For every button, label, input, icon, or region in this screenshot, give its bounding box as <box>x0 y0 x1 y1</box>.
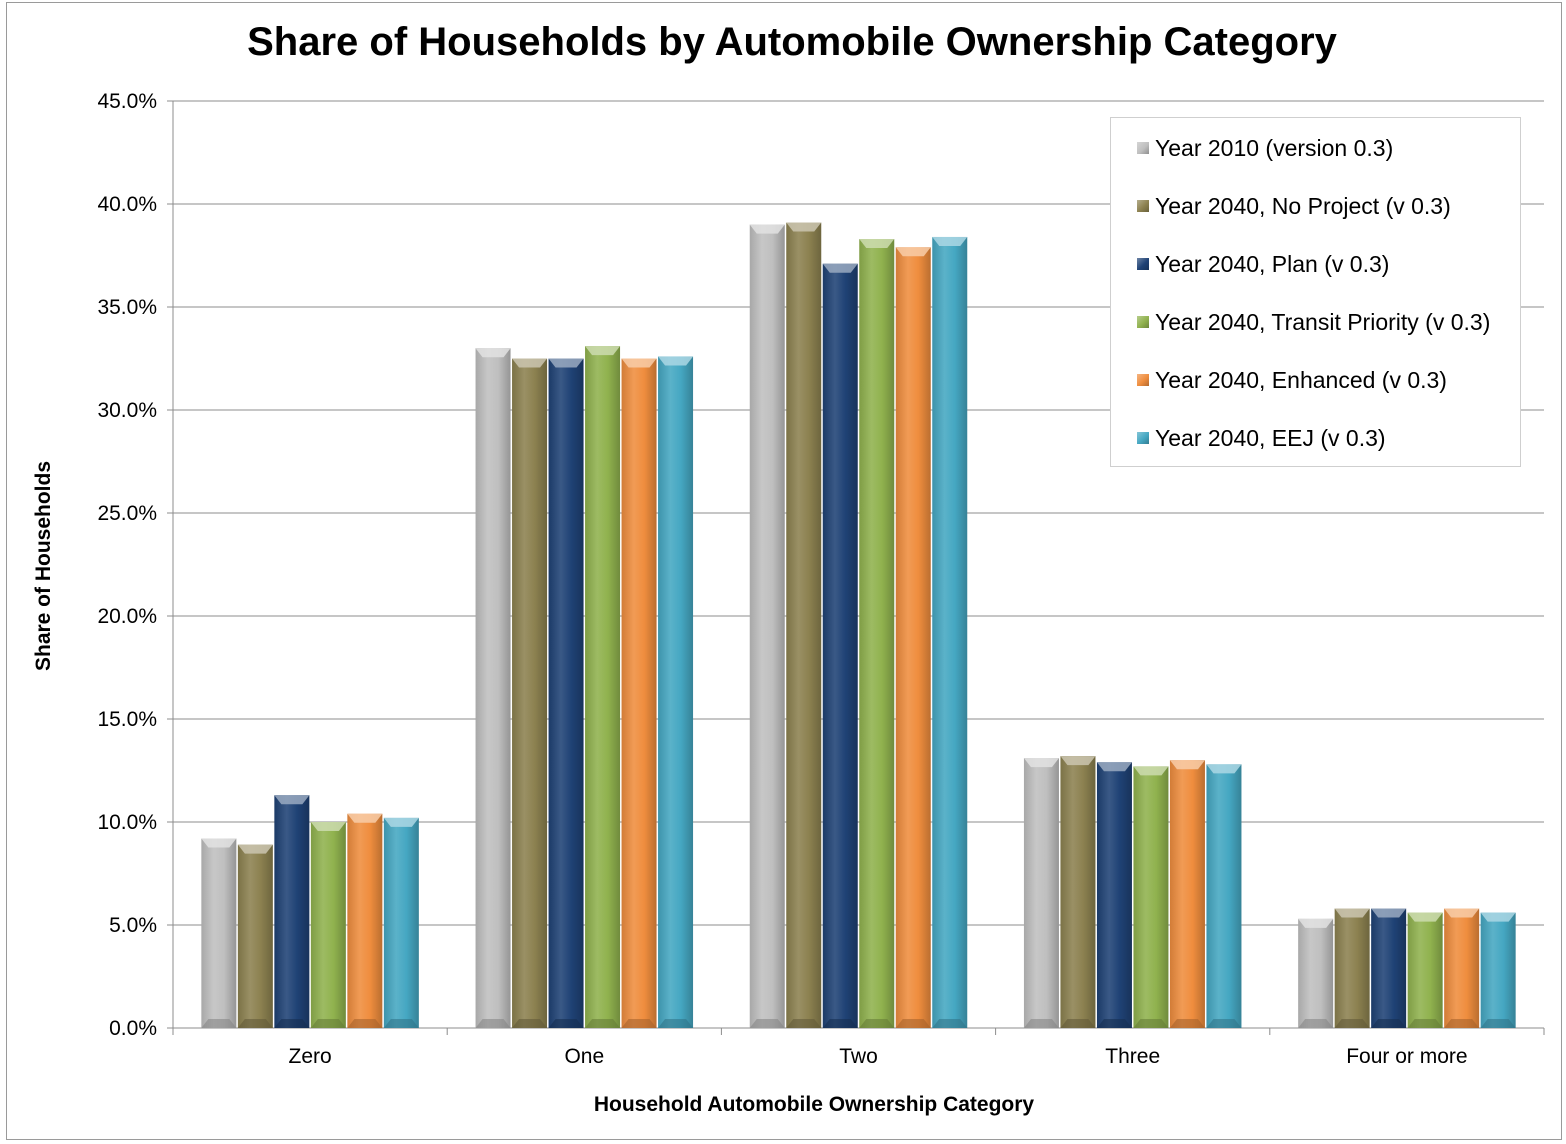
bar <box>383 817 419 1028</box>
bar <box>749 224 785 1029</box>
bar <box>274 795 310 1028</box>
legend-item: Year 2040, Enhanced (v 0.3) <box>1137 365 1447 395</box>
x-tick-label: Zero <box>289 1045 332 1068</box>
y-tick-label: 15.0% <box>97 708 157 731</box>
bar <box>1407 912 1443 1028</box>
legend-label: Year 2010 (version 0.3) <box>1155 134 1394 161</box>
y-tick-label: 10.0% <box>97 811 157 834</box>
x-tick-label: One <box>564 1045 604 1068</box>
bar <box>1169 760 1205 1028</box>
bar <box>895 247 931 1028</box>
bar <box>1206 764 1242 1028</box>
bar <box>621 358 657 1028</box>
bar <box>237 844 273 1028</box>
chart-title: Share of Households by Automobile Owners… <box>247 20 1337 64</box>
bar <box>1060 756 1096 1028</box>
bar <box>548 358 584 1028</box>
legend-label: Year 2040, Enhanced (v 0.3) <box>1155 366 1447 393</box>
bar <box>201 838 237 1028</box>
legend-swatch <box>1137 142 1149 154</box>
bar <box>1371 908 1407 1028</box>
bar <box>1480 912 1516 1028</box>
bar <box>347 813 383 1028</box>
bar <box>1096 762 1132 1028</box>
legend-item: Year 2040, EEJ (v 0.3) <box>1137 423 1386 453</box>
bar <box>512 358 548 1028</box>
legend-swatch <box>1137 258 1149 270</box>
axes: 0.0% 5.0% 10.0% 15.0% 20.0% 25.0% 30.0% 35.0% 40… <box>97 90 1545 1068</box>
legend-label: Year 2040, EEJ (v 0.3) <box>1155 424 1386 451</box>
bar <box>1133 766 1169 1028</box>
legend-swatch <box>1137 374 1149 386</box>
bar <box>310 822 346 1028</box>
y-tick-label: 20.0% <box>97 605 157 628</box>
y-tick-label: 0.0% <box>109 1017 157 1040</box>
legend-swatch <box>1137 432 1149 444</box>
x-tick-label: Four or more <box>1346 1045 1467 1068</box>
x-tick-label: Two <box>839 1045 878 1068</box>
bar <box>859 239 895 1028</box>
y-tick-label: 35.0% <box>97 296 157 319</box>
legend-swatch <box>1137 200 1149 212</box>
legend-label: Year 2040, Transit Priority (v 0.3) <box>1155 308 1491 335</box>
x-tick-label: Three <box>1105 1045 1160 1068</box>
legend-item: Year 2010 (version 0.3) <box>1137 133 1393 163</box>
bar <box>1023 758 1059 1028</box>
legend-item: Year 2040, Transit Priority (v 0.3) <box>1137 307 1490 337</box>
y-tick-label: 5.0% <box>109 914 157 937</box>
bar <box>585 346 621 1028</box>
bar <box>475 348 511 1028</box>
bar <box>1298 918 1334 1028</box>
bar <box>932 236 968 1028</box>
legend-label: Year 2040, No Project (v 0.3) <box>1155 192 1451 219</box>
bars <box>201 222 1516 1029</box>
bar <box>1444 908 1480 1028</box>
y-tick-label: 45.0% <box>97 90 157 113</box>
y-tick-label: 40.0% <box>97 193 157 216</box>
y-tick-label: 30.0% <box>97 399 157 422</box>
legend: Year 2010 (version 0.3) Year 2040, No Pro… <box>1110 117 1521 467</box>
bar <box>786 222 822 1029</box>
legend-label: Year 2040, Plan (v 0.3) <box>1155 250 1390 277</box>
x-axis-title: Household Automobile Ownership Category <box>593 1093 1035 1116</box>
y-tick-label: 25.0% <box>97 502 157 525</box>
legend-item: Year 2040, Plan (v 0.3) <box>1137 249 1389 279</box>
legend-swatch <box>1137 316 1149 328</box>
bar <box>1334 908 1370 1028</box>
bar <box>658 356 694 1028</box>
bar <box>822 263 858 1028</box>
legend-item: Year 2040, No Project (v 0.3) <box>1137 191 1451 221</box>
